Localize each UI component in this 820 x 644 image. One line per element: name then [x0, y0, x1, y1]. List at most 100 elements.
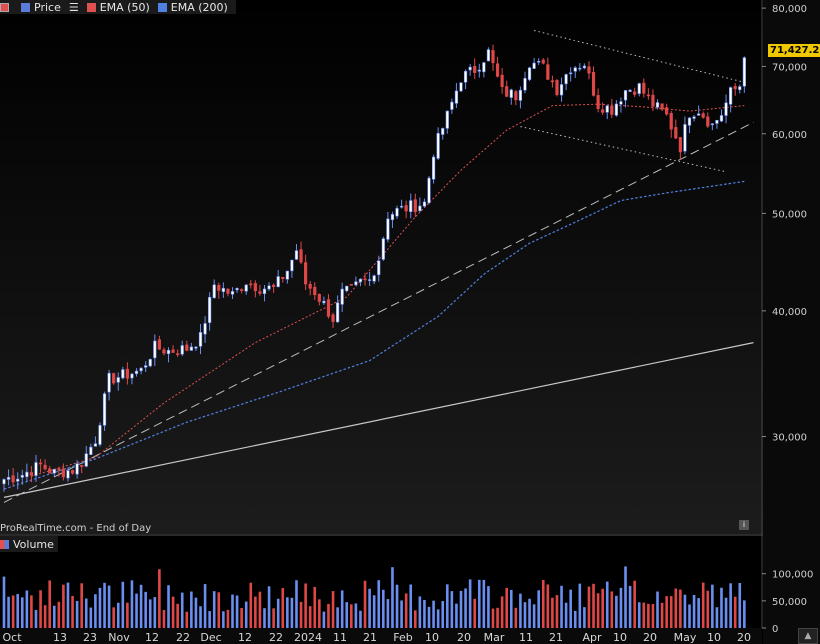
- x-tick-label: 13: [53, 631, 67, 644]
- candle: [441, 128, 445, 135]
- volume-bar: [587, 586, 591, 628]
- volume-bar: [222, 611, 225, 628]
- candle: [505, 86, 509, 97]
- candle: [240, 289, 244, 291]
- volume-bar: [382, 589, 385, 628]
- volume-bar: [615, 595, 618, 628]
- candle: [313, 286, 317, 296]
- candle: [390, 214, 395, 221]
- volume-bar: [345, 602, 349, 628]
- candle: [692, 116, 696, 119]
- candle: [345, 285, 349, 292]
- legend-price[interactable]: Price: [21, 1, 61, 14]
- legend-ema50[interactable]: EMA (50): [86, 1, 150, 14]
- candle: [281, 276, 285, 279]
- legend-settings[interactable]: ☰: [69, 1, 79, 14]
- ema50-swatch-icon: [86, 2, 96, 12]
- candle: [139, 367, 143, 372]
- volume-bar: [409, 584, 413, 628]
- candle: [144, 365, 148, 368]
- volume-bar: [84, 598, 88, 628]
- candle: [372, 275, 376, 282]
- volume-bar: [642, 602, 646, 628]
- volume-bar: [263, 608, 266, 628]
- volume-legend[interactable]: Volume: [0, 536, 58, 552]
- volume-bar: [386, 599, 390, 628]
- volume-bar: [391, 567, 394, 628]
- candle: [363, 278, 367, 281]
- candle: [322, 300, 326, 304]
- candle: [84, 453, 88, 467]
- legend-ema200[interactable]: EMA (200): [157, 1, 228, 14]
- x-tick-label: 10: [707, 631, 721, 644]
- candle: [719, 115, 724, 122]
- candle: [473, 65, 477, 73]
- candle: [48, 468, 52, 474]
- candle: [75, 463, 79, 475]
- volume-bar: [674, 588, 678, 628]
- x-axis-panel: [0, 628, 762, 644]
- volume-bar: [336, 607, 339, 628]
- volume-bar: [679, 589, 682, 628]
- volume-bar: [733, 596, 737, 628]
- volume-bar: [322, 611, 326, 628]
- candle: [253, 283, 257, 292]
- volume-bar: [519, 593, 522, 628]
- source-label: ProRealTime.com - End of Day: [0, 523, 152, 534]
- volume-bar: [477, 579, 481, 628]
- volume-bar: [647, 603, 650, 628]
- volume-bar: [171, 596, 175, 628]
- volume-bar: [509, 589, 513, 628]
- volume-bar: [112, 607, 115, 628]
- candle: [98, 425, 102, 445]
- volume-bar: [683, 594, 687, 628]
- candle: [409, 200, 413, 212]
- candle: [422, 201, 427, 207]
- volume-bar: [231, 594, 234, 628]
- volume-bar: [738, 583, 742, 628]
- trendline-dashed-1: [3, 121, 754, 503]
- volume-bar: [578, 583, 582, 628]
- volume-bar: [619, 587, 623, 628]
- candle: [66, 470, 70, 479]
- volume-bar: [724, 597, 728, 628]
- volume-bar: [34, 610, 38, 628]
- info-icon[interactable]: i: [739, 520, 749, 530]
- candle: [2, 479, 6, 485]
- candle: [326, 299, 331, 317]
- volume-bar: [180, 592, 184, 628]
- candle: [550, 80, 554, 83]
- volume-tick-label: 100,000: [772, 570, 813, 581]
- x-tick-label: Oct: [2, 631, 22, 644]
- x-tick-label: 21: [549, 631, 563, 644]
- volume-bar: [89, 607, 93, 628]
- volume-bar: [203, 584, 207, 628]
- volume-bar: [43, 605, 47, 628]
- candle: [687, 117, 692, 126]
- volume-bar: [331, 591, 335, 628]
- candle: [267, 285, 271, 290]
- volume-bar: [20, 597, 24, 628]
- volume-bar: [546, 584, 550, 628]
- candle: [655, 102, 660, 108]
- volume-bar: [295, 580, 298, 628]
- volume-bar: [290, 597, 294, 628]
- volume-bar: [436, 609, 440, 628]
- candle: [166, 349, 171, 355]
- scroll-up-icon[interactable]: ▲: [798, 628, 818, 644]
- volume-bar: [258, 591, 262, 628]
- volume-bar: [473, 598, 477, 628]
- volume-bar: [249, 582, 253, 628]
- volume-bar: [605, 581, 609, 628]
- volume-bar: [153, 597, 157, 628]
- candle: [619, 101, 623, 105]
- x-tick-label: 20: [737, 631, 751, 644]
- x-tick-label: 22: [176, 631, 190, 644]
- candle: [482, 62, 486, 73]
- candle: [336, 302, 340, 323]
- chart-toolbar[interactable]: [0, 2, 13, 12]
- candle: [208, 296, 212, 323]
- volume-bar: [596, 593, 600, 628]
- candle: [468, 66, 472, 71]
